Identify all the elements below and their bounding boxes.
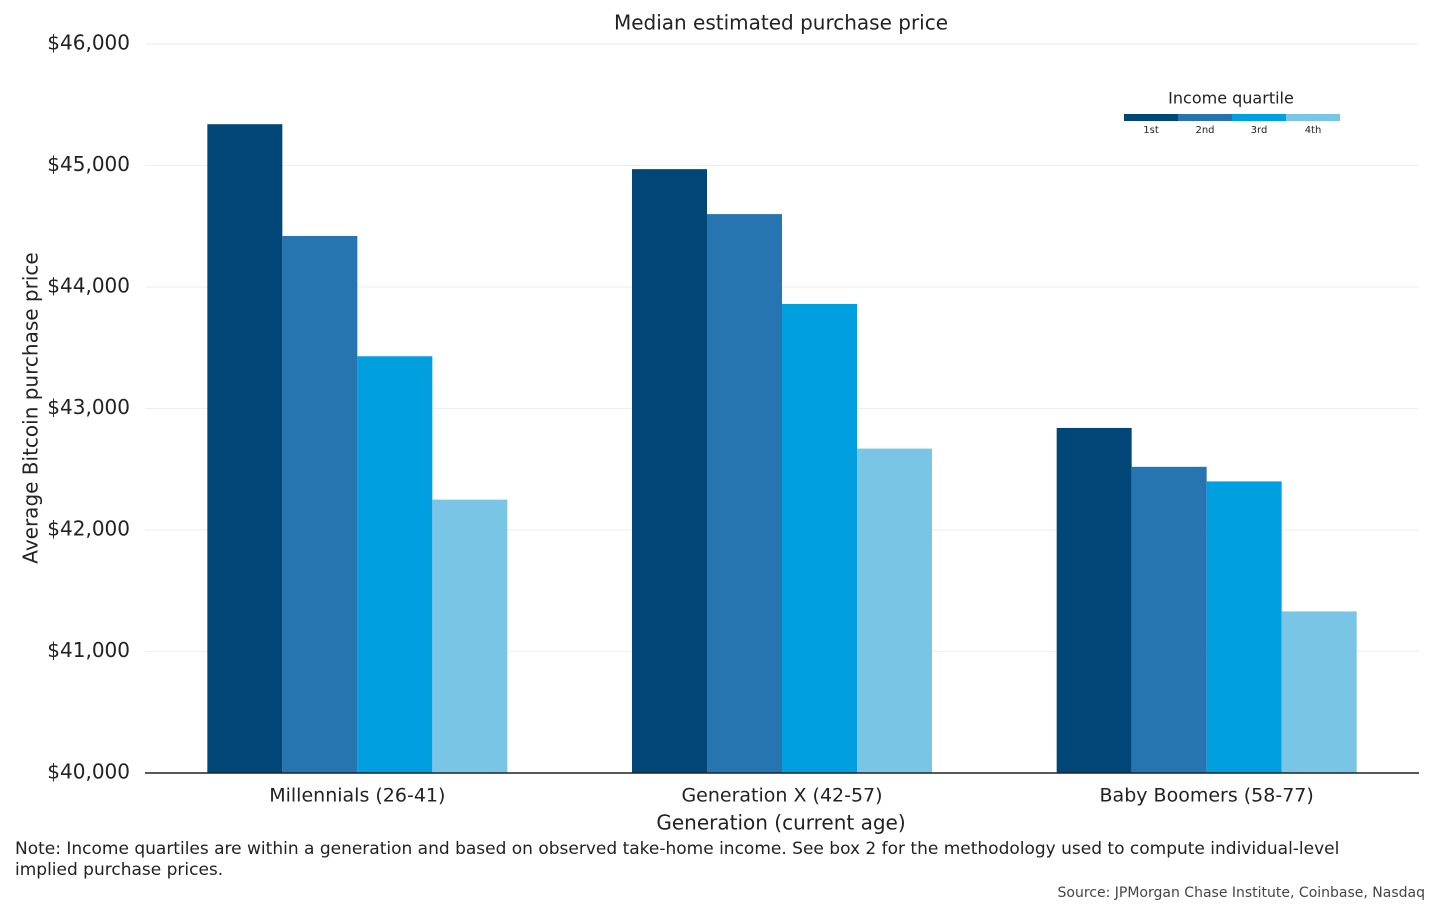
- y-tick-label: $42,000: [47, 517, 130, 541]
- legend-swatch: [1178, 114, 1232, 121]
- legend-label: 3rd: [1251, 125, 1268, 136]
- legend-swatch: [1124, 114, 1178, 121]
- legend-label: 2nd: [1195, 125, 1214, 136]
- chart-title: Median estimated purchase price: [614, 11, 948, 35]
- bar: [282, 235, 358, 774]
- y-tick-label: $41,000: [47, 638, 130, 662]
- x-tick-label: Millennials (26-41): [269, 785, 445, 807]
- y-tick-label: $40,000: [47, 760, 130, 784]
- y-tick-label: $46,000: [47, 31, 130, 55]
- bar: [207, 124, 283, 773]
- y-tick-label: $43,000: [47, 395, 130, 419]
- y-tick-label: $44,000: [47, 274, 130, 298]
- legend-title: Income quartile: [1168, 89, 1294, 108]
- x-axis-title: Generation (current age): [656, 811, 905, 835]
- source: Source: JPMorgan Chase Institute, Coinba…: [1057, 885, 1425, 901]
- bar: [432, 499, 508, 773]
- legend-label: 4th: [1305, 125, 1322, 136]
- legend-swatch: [1286, 114, 1340, 121]
- bar: [1281, 611, 1357, 773]
- bar: [1056, 427, 1132, 773]
- bar: [1206, 481, 1282, 773]
- bar: [1131, 466, 1207, 773]
- y-axis-title: Average Bitcoin purchase price: [19, 252, 43, 563]
- bar: [632, 169, 707, 773]
- note: Note: Income quartiles are within a gene…: [15, 839, 1340, 880]
- x-tick-label: Baby Boomers (58-77): [1100, 785, 1314, 807]
- bar: [857, 448, 932, 773]
- y-tick-label: $45,000: [47, 152, 130, 176]
- x-tick-label: Generation X (42-57): [681, 785, 882, 807]
- legend-swatch: [1232, 114, 1286, 121]
- bar: [357, 356, 433, 773]
- legend-label: 1st: [1143, 125, 1159, 136]
- bar: [707, 214, 782, 774]
- bar: [782, 304, 857, 773]
